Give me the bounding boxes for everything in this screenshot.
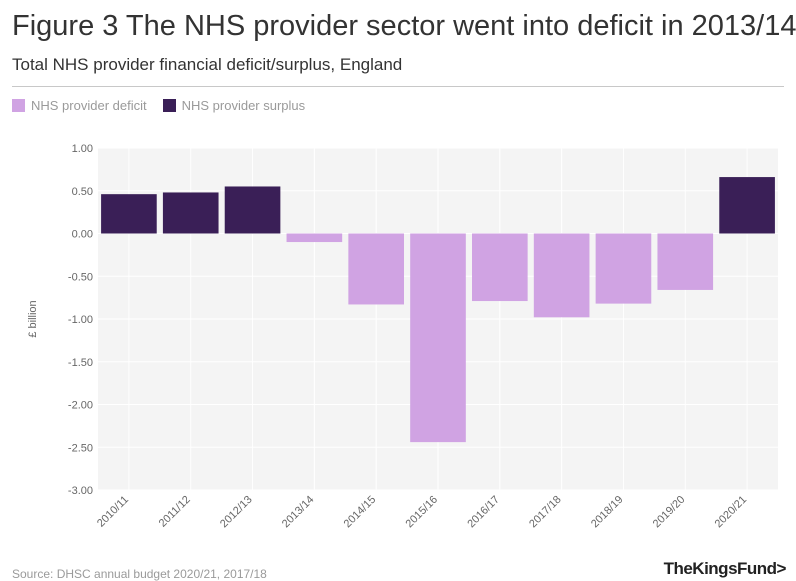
y-axis-label: £ billion: [27, 300, 39, 337]
y-tick-label: -3.00: [68, 485, 93, 497]
bar-deficit: [472, 233, 528, 302]
bar-deficit: [286, 233, 343, 243]
bar-surplus: [224, 186, 281, 234]
y-tick-label: 0.00: [72, 229, 93, 241]
x-tick-label: 2011/12: [157, 494, 193, 530]
x-tick-label: 2014/15: [342, 494, 379, 531]
bar-deficit: [595, 233, 652, 304]
x-tick-label: 2020/21: [713, 494, 750, 531]
y-tick-label: 0.50: [72, 186, 93, 198]
bar-deficit: [657, 233, 714, 290]
x-tick-label: 2010/11: [95, 494, 131, 530]
legend-label-surplus: NHS provider surplus: [181, 98, 306, 113]
source-note: Source: DHSC annual budget 2020/21, 2017…: [12, 567, 267, 581]
legend-item-deficit: NHS provider deficit: [12, 98, 147, 113]
bar-deficit: [410, 233, 466, 443]
y-tick-label: 1.00: [72, 143, 93, 155]
chart-legend: NHS provider deficit NHS provider surplu…: [12, 98, 321, 113]
x-tick-label: 2015/16: [404, 494, 441, 531]
x-tick-label: 2013/14: [280, 494, 317, 531]
x-tick-label: 2017/18: [527, 494, 564, 531]
title-divider: [12, 86, 784, 87]
bar-surplus: [719, 177, 775, 234]
y-tick-label: -2.00: [68, 400, 93, 412]
y-tick-label: -0.50: [68, 271, 93, 283]
bar-deficit: [348, 233, 404, 305]
y-tick-label: -2.50: [68, 442, 93, 454]
y-tick-label: -1.00: [68, 314, 93, 326]
legend-swatch-deficit: [12, 99, 25, 112]
chart-title: Figure 3 The NHS provider sector went in…: [12, 10, 796, 42]
kings-fund-logo: TheKingsFund>: [663, 559, 787, 578]
bar-surplus: [162, 192, 219, 234]
bar-deficit: [533, 233, 590, 318]
legend-label-deficit: NHS provider deficit: [31, 98, 147, 113]
x-tick-label: 2016/17: [465, 494, 502, 531]
bar-surplus: [101, 194, 157, 234]
chart-subtitle: Total NHS provider financial deficit/sur…: [12, 55, 403, 74]
y-tick-label: -1.50: [68, 357, 93, 369]
x-tick-label: 2018/19: [589, 494, 626, 531]
x-tick-label: 2019/20: [651, 494, 688, 531]
legend-item-surplus: NHS provider surplus: [162, 98, 306, 113]
legend-swatch-surplus: [162, 99, 176, 112]
x-tick-label: 2012/13: [218, 494, 255, 531]
